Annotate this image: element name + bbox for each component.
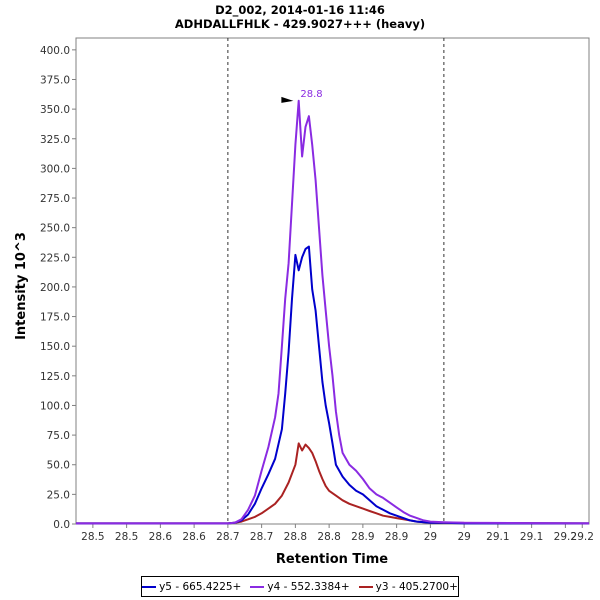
x-tick-label: 29 [457,531,470,543]
y-tick-label: 275.0 [40,193,70,205]
y-tick-label: 200.0 [40,282,70,294]
x-tick-label: 28.9 [385,531,408,543]
y-tick-label: 100.0 [40,400,70,412]
legend-label: y5 - 665.4225+ [159,580,242,593]
y-tick-label: 25.0 [47,489,70,501]
series-line [76,99,590,525]
y-tick-label: 50.0 [47,460,70,472]
legend-swatch [358,585,373,588]
legend-item: y5 - 665.4225+ [142,581,241,593]
plot-frame [75,37,590,525]
x-tick-label: 28.9 [351,531,374,543]
peak-arrow-icon [281,96,294,103]
legend-swatch [250,585,265,588]
x-tick-label: 29.2 [554,531,577,543]
y-axis-label: Intensity 10^3 [14,232,29,340]
y-tick-label: 150.0 [40,341,70,353]
legend-swatch [142,585,157,588]
y-tick-label: 75.0 [47,430,70,442]
x-tick-label: 29.1 [486,531,509,543]
x-tick-label: 28.8 [284,531,307,543]
y-tick-label: 325.0 [40,134,70,146]
x-axis-label: Retention Time [276,552,388,567]
x-tick-label: 28.6 [182,531,206,543]
x-tick-label: 28.6 [149,531,173,543]
x-tick-label: 29.2 [571,531,594,543]
y-tick-label: 225.0 [40,252,70,264]
y-tick-label: 175.0 [40,312,70,324]
series-line [76,442,590,525]
y-tick-label: 375.0 [40,74,70,86]
y-tick-label: 350.0 [40,104,70,116]
peak-label: 28.8 [300,89,322,100]
x-tick-label: 28.5 [115,531,138,543]
chart-title: D2_002, 2014-01-16 11:46 [215,3,385,17]
x-tick-label: 28.7 [216,531,239,543]
series-line [76,245,589,525]
legend-item: y3 - 405.2700+ [358,580,458,593]
x-tick-label: 29 [424,531,437,543]
chart-subtitle: ADHDALLFHLK - 429.9027+++ (heavy) [174,17,426,31]
legend-item: y4 - 552.3384+ [250,580,350,593]
y-tick-label: 0.0 [53,519,70,531]
y-tick-label: 125.0 [40,371,70,383]
x-tick-label: 28.8 [317,531,340,543]
x-tick-label: 29.1 [520,531,543,543]
y-tick-label: 400.0 [40,45,70,57]
y-tick-label: 300.0 [40,163,70,175]
legend-label: y4 - 552.3384+ [267,580,350,593]
legend-label: y3 - 405.2700+ [375,580,458,593]
x-tick-label: 28.5 [81,531,104,543]
y-tick-label: 250.0 [40,223,70,235]
legend: y5 - 665.4225+ y4 - 552.3384+ y3 - 405.270… [141,576,459,597]
x-tick-label: 28.7 [250,531,273,543]
